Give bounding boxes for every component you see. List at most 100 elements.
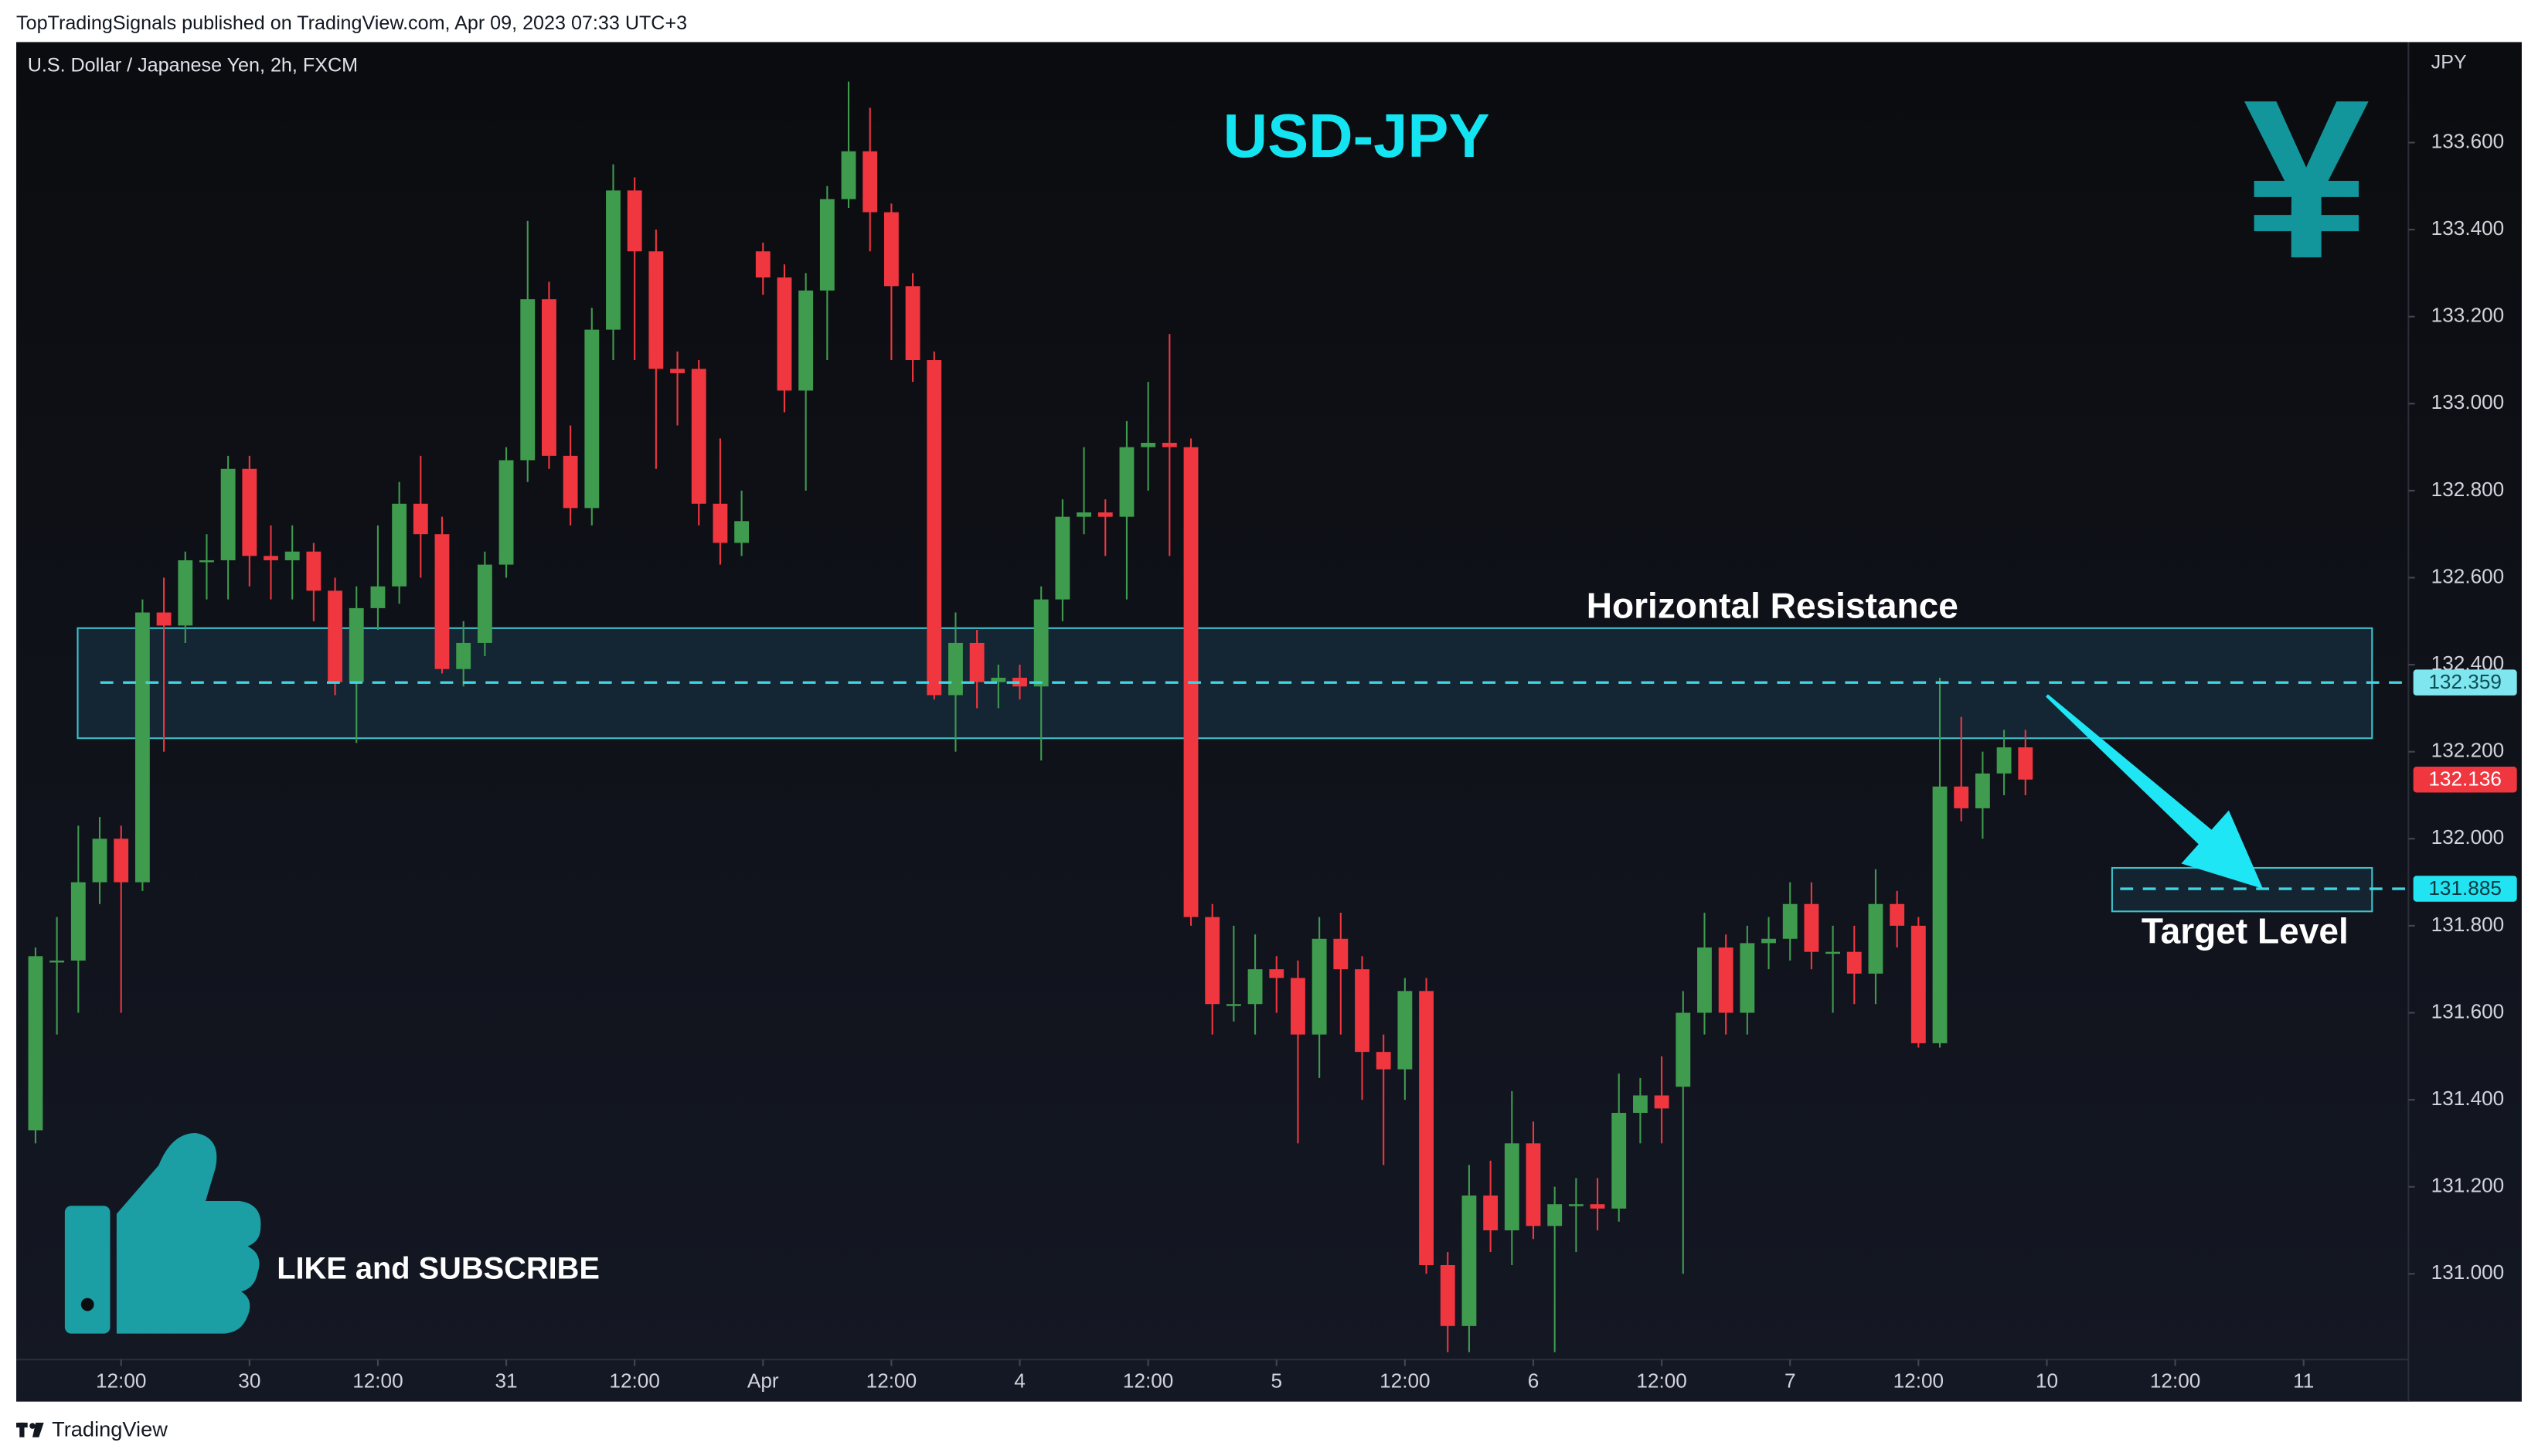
candle-body <box>670 369 685 373</box>
candle-body <box>70 882 86 961</box>
candle-body <box>1119 447 1135 517</box>
candle-body <box>1247 969 1263 1005</box>
candle-body <box>1440 1265 1455 1326</box>
resistance-price-tag-box <box>2413 669 2517 696</box>
candle-body <box>1269 969 1284 978</box>
candle-body <box>1547 1204 1563 1226</box>
candle-body <box>2018 747 2033 780</box>
x-tick-label: 10 <box>2036 1369 2058 1392</box>
candle-body <box>1782 903 1798 939</box>
candle-body <box>1697 947 1712 1013</box>
candle-body <box>691 369 706 504</box>
x-tick-label: 12:00 <box>1123 1369 1173 1392</box>
resistance-price-tag: 132.359 <box>2428 670 2502 693</box>
candle-body <box>264 556 278 560</box>
candle-body <box>606 190 621 330</box>
candle-body <box>1312 938 1327 1035</box>
candle-body <box>1996 747 2012 774</box>
candle-body <box>648 251 664 369</box>
symbol-line: U.S. Dollar / Japanese Yen, 2h, FXCM <box>28 55 358 77</box>
candle-body <box>520 299 536 461</box>
candle-body <box>627 190 642 252</box>
candle-body <box>134 612 150 883</box>
candle-body <box>1376 1052 1391 1070</box>
thumbs-up-icon <box>64 1132 261 1334</box>
x-tick-label: 12:00 <box>609 1369 659 1392</box>
candle-body <box>242 468 257 556</box>
candle-body <box>1226 1004 1241 1006</box>
candle-body <box>456 642 471 669</box>
footer-brand: TradingView <box>52 1417 168 1441</box>
chart-background <box>16 42 2522 1402</box>
candle-body <box>969 642 985 682</box>
candle-body <box>948 642 963 696</box>
y-tick-label: 131.400 <box>2431 1087 2505 1110</box>
y-tick-label: 131.200 <box>2431 1174 2505 1197</box>
candle-body <box>1012 677 1027 687</box>
x-tick-label: 12:00 <box>1380 1369 1430 1392</box>
candle-body <box>563 455 578 509</box>
candle-body <box>284 551 300 560</box>
candle-body <box>1910 925 1926 1043</box>
candle-body <box>1077 512 1092 517</box>
candle-body <box>905 286 920 360</box>
y-tick-label: 133.600 <box>2431 129 2505 152</box>
target-price-tag-box <box>2413 876 2517 902</box>
y-tick-label: 132.600 <box>2431 564 2505 587</box>
candle-body <box>1633 1095 1648 1113</box>
candle-body <box>1291 978 1305 1035</box>
candle-body <box>49 960 65 963</box>
candle-body <box>713 503 728 543</box>
candle-body <box>370 586 386 608</box>
candle-body <box>156 612 172 626</box>
candle-body <box>755 251 771 278</box>
candle-body <box>349 607 364 682</box>
candle-body <box>1718 947 1733 1013</box>
candle-body <box>841 151 856 199</box>
footer-logo <box>16 1422 44 1437</box>
candle-body <box>1590 1204 1605 1209</box>
candle-body <box>220 468 236 560</box>
publisher-line: TopTradingSignals published on TradingVi… <box>16 12 687 34</box>
candle-body <box>477 564 492 643</box>
candle-body <box>1055 516 1070 600</box>
x-tick-label: 12:00 <box>96 1369 146 1392</box>
x-tick-label: 12:00 <box>2150 1369 2200 1392</box>
candle-body <box>1483 1195 1499 1230</box>
candle-body <box>777 277 792 391</box>
y-tick-label: 132.200 <box>2431 739 2505 762</box>
candle-body <box>199 560 214 563</box>
candle-body <box>1611 1112 1627 1209</box>
candle-body <box>1932 786 1948 1043</box>
x-tick-label: 12:00 <box>352 1369 403 1392</box>
candle-body <box>1761 938 1776 944</box>
x-tick-label: 5 <box>1271 1369 1282 1392</box>
x-tick-label: Apr <box>747 1369 779 1392</box>
y-tick-label: 132.000 <box>2431 825 2505 849</box>
y-tick-label: 131.800 <box>2431 913 2505 936</box>
last-price-tag-box <box>2413 766 2517 793</box>
x-tick-label: 7 <box>1784 1369 1796 1392</box>
x-tick-label: 31 <box>495 1369 518 1392</box>
candle-body <box>92 839 107 883</box>
resistance-label: Horizontal Resistance <box>1587 586 1958 626</box>
x-tick-label: 12:00 <box>866 1369 917 1392</box>
candle-body <box>927 359 942 696</box>
candle-body <box>883 212 899 287</box>
candle-body <box>862 151 878 213</box>
target-price-tag: 131.885 <box>2428 876 2502 900</box>
candle-body <box>1419 991 1434 1266</box>
candle-body <box>584 329 600 509</box>
candle-body <box>1397 991 1413 1070</box>
candle-body <box>1676 1012 1691 1087</box>
candle-body <box>1097 512 1113 517</box>
candle-body <box>798 290 814 391</box>
candle-body <box>1162 442 1177 447</box>
x-tick-label: 30 <box>238 1369 260 1392</box>
candle-body <box>1740 943 1755 1013</box>
call-to-action: LIKE and SUBSCRIBE <box>277 1252 600 1286</box>
x-tick-label: 12:00 <box>1893 1369 1944 1392</box>
candle-body <box>28 956 43 1131</box>
candle-body <box>991 677 1006 682</box>
